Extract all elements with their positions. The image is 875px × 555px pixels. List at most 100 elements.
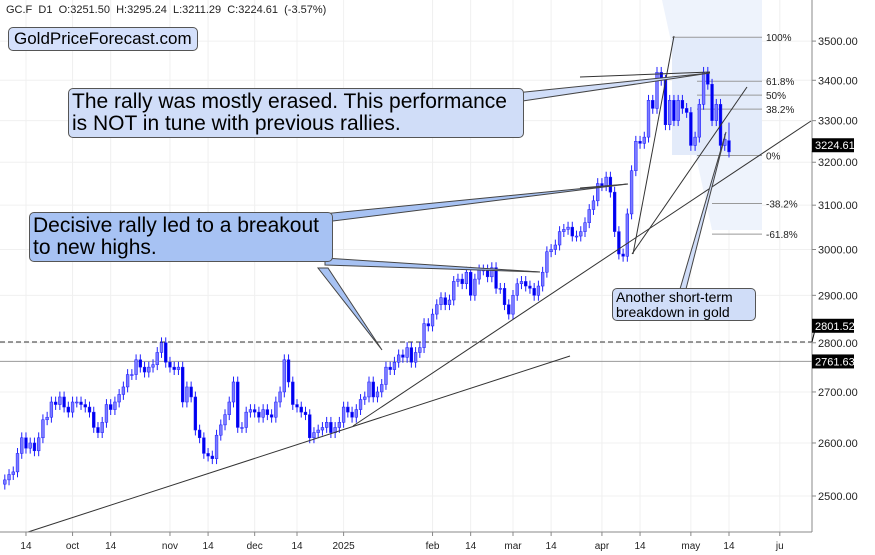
candle-body: [706, 72, 710, 85]
candle: [138, 354, 142, 373]
trendline-long-support[interactable]: [27, 355, 571, 533]
candle: [562, 223, 566, 238]
candle: [371, 376, 375, 403]
candle: [596, 178, 600, 207]
candle-body: [269, 414, 274, 418]
candle-body: [727, 140, 731, 153]
candle: [693, 131, 697, 151]
candle-body: [676, 100, 680, 121]
trendline-2025-support[interactable]: [352, 120, 812, 427]
candle-body: [231, 381, 236, 403]
candle: [646, 94, 651, 143]
candle-body: [367, 381, 371, 398]
fib-level-label: 100%: [766, 33, 792, 44]
candle: [515, 278, 519, 301]
candle: [350, 406, 354, 423]
candle-body: [151, 364, 155, 368]
candle-body: [490, 267, 494, 278]
candle-body: [587, 209, 591, 223]
candle-body: [515, 283, 519, 296]
candle: [202, 432, 206, 459]
candle-body: [113, 401, 117, 410]
trendlines: [27, 35, 812, 533]
candle: [566, 221, 570, 235]
candle: [384, 361, 388, 390]
y-tick-label: 2600.00: [818, 438, 858, 450]
candle: [28, 437, 32, 454]
candle: [206, 448, 210, 462]
candle: [193, 391, 198, 436]
candle-body: [540, 271, 545, 287]
candle: [727, 122, 731, 158]
candle-body: [596, 183, 600, 202]
candle: [278, 386, 282, 408]
logo: GoldPriceForecast.com: [8, 27, 198, 51]
candle: [621, 248, 625, 262]
candle: [147, 361, 151, 378]
candle-body: [316, 429, 320, 433]
candle-body: [485, 269, 490, 278]
callout-line: breakdown in gold: [616, 303, 730, 320]
candle: [3, 474, 7, 490]
close-value: C:3224.61: [227, 4, 278, 16]
candle-body: [452, 281, 456, 301]
y-tick-label: 3300.00: [818, 116, 858, 128]
y-tick-label: 2900.00: [818, 290, 858, 302]
candle: [244, 406, 248, 433]
candle-body: [109, 404, 113, 410]
candle: [41, 414, 45, 444]
candle: [697, 98, 701, 143]
candle-body: [197, 429, 202, 439]
candle: [83, 399, 87, 413]
candle: [15, 448, 20, 478]
candle-body: [350, 411, 354, 418]
candle: [469, 266, 473, 301]
candle-body: [329, 422, 333, 433]
x-tick-label: 14: [203, 541, 215, 552]
candle-body: [672, 100, 676, 121]
price-label: 3224.61: [815, 140, 855, 152]
candle: [409, 342, 414, 368]
candle: [320, 422, 325, 436]
candle-body: [435, 304, 439, 315]
candle-body: [617, 231, 621, 255]
candle-body: [612, 191, 617, 232]
candle-body: [83, 404, 87, 408]
candle: [574, 230, 579, 242]
candle: [536, 280, 541, 301]
candle-body: [164, 342, 168, 363]
candle-body: [701, 72, 706, 105]
candle-body: [134, 359, 138, 375]
candle: [494, 262, 498, 294]
candle-body: [15, 453, 20, 473]
candle: [286, 354, 291, 388]
y-tick-label: 3200.00: [818, 157, 858, 169]
candle-body: [206, 453, 210, 457]
candle: [545, 246, 549, 278]
candle-body: [87, 406, 92, 413]
trendline-april-steep[interactable]: [631, 86, 748, 255]
trendline-top-horizontal[interactable]: [579, 71, 711, 78]
candle: [142, 361, 147, 378]
candle-body: [172, 366, 176, 370]
candle: [125, 369, 130, 393]
candle-body: [92, 411, 96, 428]
candle: [532, 282, 536, 301]
candle: [303, 406, 308, 421]
candle: [291, 376, 295, 410]
candle: [164, 337, 168, 368]
fibonacci-retracement: 100% 61.8% 50% 38.2% 0% -38.2% -61.8%: [672, 33, 798, 241]
x-tick-label: mar: [504, 541, 522, 552]
trendline-april-to-high[interactable]: [632, 35, 675, 255]
candle-body: [528, 285, 532, 289]
candle: [295, 399, 299, 413]
candle: [113, 396, 117, 416]
x-tick-label: oct: [66, 541, 80, 552]
candle-body: [45, 416, 49, 421]
candle-body: [439, 297, 443, 305]
candle: [680, 94, 685, 114]
fib-level-label: -61.8%: [766, 230, 798, 241]
candle: [617, 226, 621, 260]
candle-body: [358, 399, 363, 410]
